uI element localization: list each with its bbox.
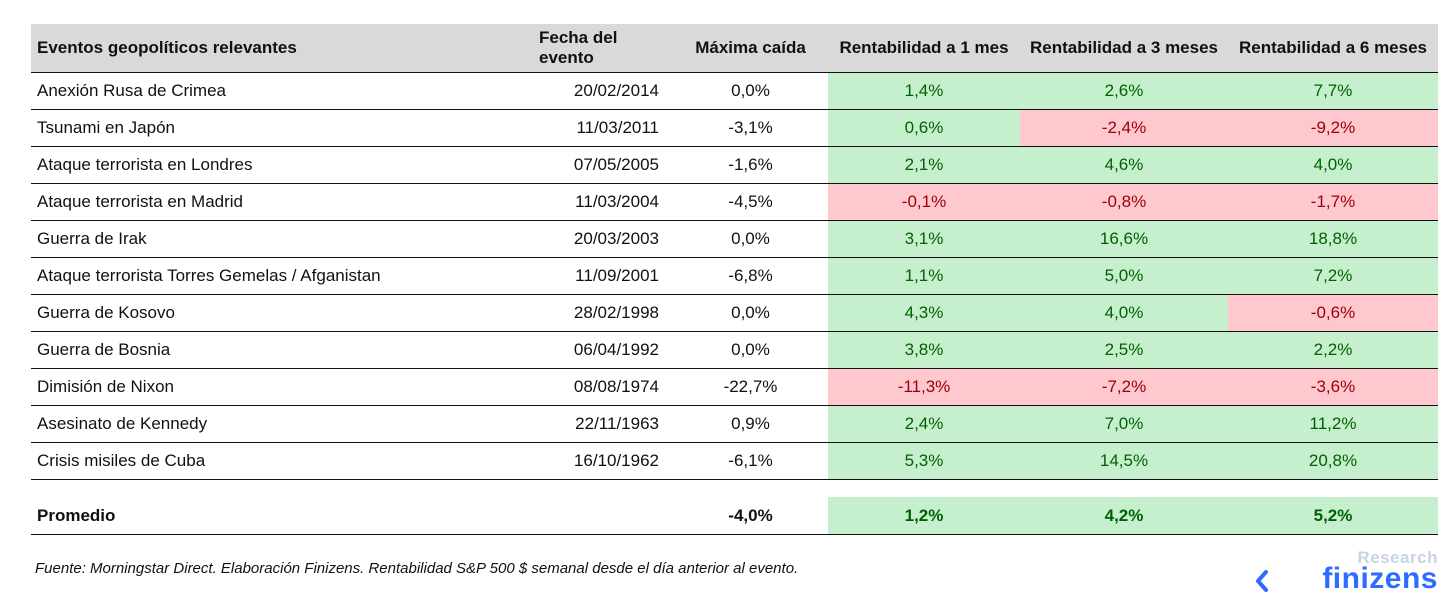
max-drop: 0,9% bbox=[731, 414, 770, 433]
finizens-logo-icon bbox=[1256, 570, 1268, 592]
max-drop: 0,0% bbox=[731, 81, 770, 100]
source-note: Fuente: Morningstar Direct. Elaboración … bbox=[35, 560, 799, 577]
return-6m: 7,7% bbox=[1228, 73, 1438, 109]
average-return-1m: 1,2% bbox=[828, 497, 1020, 534]
table-row: Guerra de Bosnia 06/04/1992 0,0% 3,8% 2,5% 2,… bbox=[31, 332, 1438, 369]
event-name: Guerra de Bosnia bbox=[37, 340, 171, 359]
return-3m: -7,2% bbox=[1020, 369, 1228, 405]
max-drop: -4,5% bbox=[728, 192, 773, 211]
average-date bbox=[511, 497, 673, 534]
return-1m: 1,4% bbox=[828, 73, 1020, 109]
header-max-drop: Máxima caída bbox=[695, 38, 806, 57]
max-drop: -6,8% bbox=[728, 266, 773, 285]
return-1m: 4,3% bbox=[828, 295, 1020, 331]
table-row: Guerra de Irak 20/03/2003 0,0% 3,1% 16,6% 18,… bbox=[31, 221, 1438, 258]
return-3m: 4,0% bbox=[1020, 295, 1228, 331]
table-row: Tsunami en Japón 11/03/2011 -3,1% 0,6% -2,4%… bbox=[31, 110, 1438, 147]
return-1m: 0,6% bbox=[828, 110, 1020, 146]
logo-research-label: Research bbox=[1357, 548, 1438, 567]
return-6m: -1,7% bbox=[1228, 184, 1438, 220]
return-1m: -0,1% bbox=[828, 184, 1020, 220]
average-drop: -4,0% bbox=[728, 505, 773, 525]
events-table: Eventos geopolíticos relevantes Fecha de… bbox=[31, 24, 1438, 535]
return-3m: 2,5% bbox=[1020, 332, 1228, 368]
event-name: Crisis misiles de Cuba bbox=[37, 451, 206, 470]
event-name: Tsunami en Japón bbox=[37, 118, 175, 137]
return-6m: 4,0% bbox=[1228, 147, 1438, 183]
header-event: Eventos geopolíticos relevantes bbox=[37, 38, 297, 57]
header-return-6m: Rentabilidad a 6 meses bbox=[1238, 38, 1428, 57]
return-3m: 5,0% bbox=[1020, 258, 1228, 294]
return-3m: 14,5% bbox=[1020, 443, 1228, 479]
return-6m: -0,6% bbox=[1228, 295, 1438, 331]
max-drop: 0,0% bbox=[731, 303, 770, 322]
header-return-1m: Rentabilidad a 1 mes bbox=[839, 38, 1009, 57]
event-name: Ataque terrorista Torres Gemelas / Afgan… bbox=[37, 266, 381, 285]
return-6m: 7,2% bbox=[1228, 258, 1438, 294]
event-date: 28/02/1998 bbox=[573, 303, 659, 322]
return-3m: 2,6% bbox=[1020, 73, 1228, 109]
logo-brand-label: finizens bbox=[1322, 562, 1438, 595]
max-drop: 0,0% bbox=[731, 340, 770, 359]
return-1m: 2,4% bbox=[828, 406, 1020, 442]
max-drop: 0,0% bbox=[731, 229, 770, 248]
event-name: Asesinato de Kennedy bbox=[37, 414, 208, 433]
event-date: 22/11/1963 bbox=[575, 414, 659, 433]
return-6m: 20,8% bbox=[1228, 443, 1438, 479]
table-row: Ataque terrorista en Londres 07/05/2005 -1… bbox=[31, 147, 1438, 184]
event-name: Anexión Rusa de Crimea bbox=[37, 81, 226, 100]
max-drop: -3,1% bbox=[728, 118, 773, 137]
return-1m: 3,8% bbox=[828, 332, 1020, 368]
event-date: 07/05/2005 bbox=[573, 155, 659, 174]
table-header: Eventos geopolíticos relevantes Fecha de… bbox=[31, 24, 1438, 73]
average-row: Promedio -4,0% 1,2% 4,2% 5,2% bbox=[31, 497, 1438, 535]
max-drop: -6,1% bbox=[728, 451, 773, 470]
return-1m: 3,1% bbox=[828, 221, 1020, 257]
return-6m: -9,2% bbox=[1228, 110, 1438, 146]
table-row: Crisis misiles de Cuba 16/10/1962 -6,1% 5,3… bbox=[31, 443, 1438, 480]
return-3m: 7,0% bbox=[1020, 406, 1228, 442]
event-date: 11/03/2004 bbox=[575, 192, 659, 211]
header-date: Fecha del evento bbox=[539, 28, 618, 67]
max-drop: -22,7% bbox=[723, 377, 778, 396]
return-3m: 16,6% bbox=[1020, 221, 1228, 257]
event-name: Guerra de Kosovo bbox=[37, 303, 175, 322]
average-return-6m: 5,2% bbox=[1228, 497, 1438, 534]
event-date: 20/02/2014 bbox=[573, 81, 659, 100]
event-date: 11/03/2011 bbox=[576, 118, 659, 137]
return-1m: -11,3% bbox=[828, 369, 1020, 405]
event-date: 16/10/1962 bbox=[573, 451, 659, 470]
event-date: 08/08/1974 bbox=[573, 377, 659, 396]
table-row: Dimisión de Nixon 08/08/1974 -22,7% -11,3% -… bbox=[31, 369, 1438, 406]
return-3m: 4,6% bbox=[1020, 147, 1228, 183]
return-6m: 11,2% bbox=[1228, 406, 1438, 442]
event-date: 06/04/1992 bbox=[573, 340, 659, 359]
event-name: Dimisión de Nixon bbox=[37, 377, 174, 396]
event-date: 20/03/2003 bbox=[573, 229, 659, 248]
return-1m: 1,1% bbox=[828, 258, 1020, 294]
return-6m: -3,6% bbox=[1228, 369, 1438, 405]
max-drop: -1,6% bbox=[728, 155, 773, 174]
return-6m: 18,8% bbox=[1228, 221, 1438, 257]
table-spacer bbox=[31, 480, 1438, 497]
return-3m: -0,8% bbox=[1020, 184, 1228, 220]
return-1m: 5,3% bbox=[828, 443, 1020, 479]
average-return-3m: 4,2% bbox=[1020, 497, 1228, 534]
table-row: Anexión Rusa de Crimea 20/02/2014 0,0% 1,4%… bbox=[31, 73, 1438, 110]
return-1m: 2,1% bbox=[828, 147, 1020, 183]
event-name: Guerra de Irak bbox=[37, 229, 147, 248]
table-row: Asesinato de Kennedy 22/11/1963 0,9% 2,4% 7,… bbox=[31, 406, 1438, 443]
return-3m: -2,4% bbox=[1020, 110, 1228, 146]
header-return-3m: Rentabilidad a 3 meses bbox=[1029, 38, 1219, 57]
table-row: Guerra de Kosovo 28/02/1998 0,0% 4,3% 4,0% -0… bbox=[31, 295, 1438, 332]
table-row: Ataque terrorista Torres Gemelas / Afgan… bbox=[31, 258, 1438, 295]
average-label: Promedio bbox=[37, 505, 116, 525]
event-name: Ataque terrorista en Londres bbox=[37, 155, 253, 174]
return-6m: 2,2% bbox=[1228, 332, 1438, 368]
table-body: Anexión Rusa de Crimea 20/02/2014 0,0% 1,4%… bbox=[31, 73, 1438, 480]
finizens-logo: Research finizens bbox=[1248, 548, 1438, 596]
table-row: Ataque terrorista en Madrid 11/03/2004 -4,… bbox=[31, 184, 1438, 221]
event-date: 11/09/2001 bbox=[575, 266, 659, 285]
event-name: Ataque terrorista en Madrid bbox=[37, 192, 243, 211]
